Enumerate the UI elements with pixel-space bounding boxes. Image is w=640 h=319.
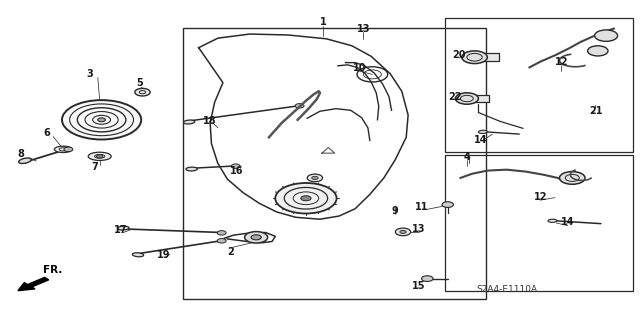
Text: 8: 8 (18, 149, 24, 159)
Text: 3: 3 (87, 69, 93, 79)
Ellipse shape (186, 167, 197, 171)
Text: 19: 19 (157, 250, 170, 260)
Circle shape (422, 276, 433, 281)
Text: 20: 20 (452, 50, 466, 60)
Text: 2: 2 (227, 247, 234, 256)
Text: 17: 17 (114, 225, 127, 235)
Circle shape (98, 118, 106, 122)
Circle shape (217, 239, 226, 243)
Circle shape (595, 30, 618, 41)
Text: 13: 13 (356, 24, 370, 34)
Text: 12: 12 (534, 192, 547, 202)
Text: 16: 16 (230, 166, 244, 176)
Circle shape (588, 46, 608, 56)
Circle shape (231, 164, 240, 168)
Circle shape (295, 104, 304, 108)
Text: 12: 12 (555, 57, 568, 67)
Text: 7: 7 (92, 162, 99, 173)
Circle shape (559, 172, 585, 184)
Ellipse shape (132, 253, 143, 257)
Ellipse shape (54, 146, 72, 152)
Text: 13: 13 (412, 224, 426, 234)
Text: 11: 11 (415, 202, 429, 212)
Circle shape (307, 174, 323, 182)
Text: 1: 1 (320, 17, 326, 27)
Circle shape (251, 235, 261, 240)
Circle shape (217, 231, 226, 235)
Text: 10: 10 (353, 63, 366, 73)
Circle shape (462, 51, 487, 63)
Text: 21: 21 (589, 106, 603, 116)
Circle shape (62, 100, 141, 139)
Circle shape (312, 176, 318, 180)
Text: 15: 15 (412, 281, 426, 291)
Bar (182, 28, 486, 299)
Ellipse shape (184, 120, 195, 124)
Text: FR.: FR. (44, 265, 63, 275)
Circle shape (97, 155, 103, 158)
Text: 14: 14 (561, 217, 575, 227)
Ellipse shape (478, 130, 487, 133)
Text: 5: 5 (136, 78, 143, 88)
Text: 4: 4 (463, 152, 470, 162)
Text: 18: 18 (204, 116, 217, 126)
Circle shape (301, 196, 311, 201)
Text: 9: 9 (392, 206, 399, 216)
Bar (481, 53, 499, 61)
Circle shape (64, 147, 73, 152)
Text: 14: 14 (474, 136, 488, 145)
Circle shape (396, 228, 411, 236)
Ellipse shape (548, 219, 557, 222)
Bar (445, 18, 633, 152)
Text: 6: 6 (44, 128, 50, 137)
Circle shape (442, 202, 454, 207)
FancyArrow shape (18, 278, 49, 291)
Ellipse shape (88, 152, 111, 160)
Bar (473, 95, 489, 102)
Bar (445, 155, 633, 291)
Text: S2A4-E1110A: S2A4-E1110A (476, 285, 537, 293)
Circle shape (244, 232, 268, 243)
Circle shape (456, 93, 478, 104)
Text: 22: 22 (449, 92, 462, 102)
Ellipse shape (118, 226, 129, 230)
Circle shape (135, 88, 150, 96)
Circle shape (275, 183, 337, 213)
Circle shape (400, 230, 406, 234)
Ellipse shape (19, 158, 31, 163)
